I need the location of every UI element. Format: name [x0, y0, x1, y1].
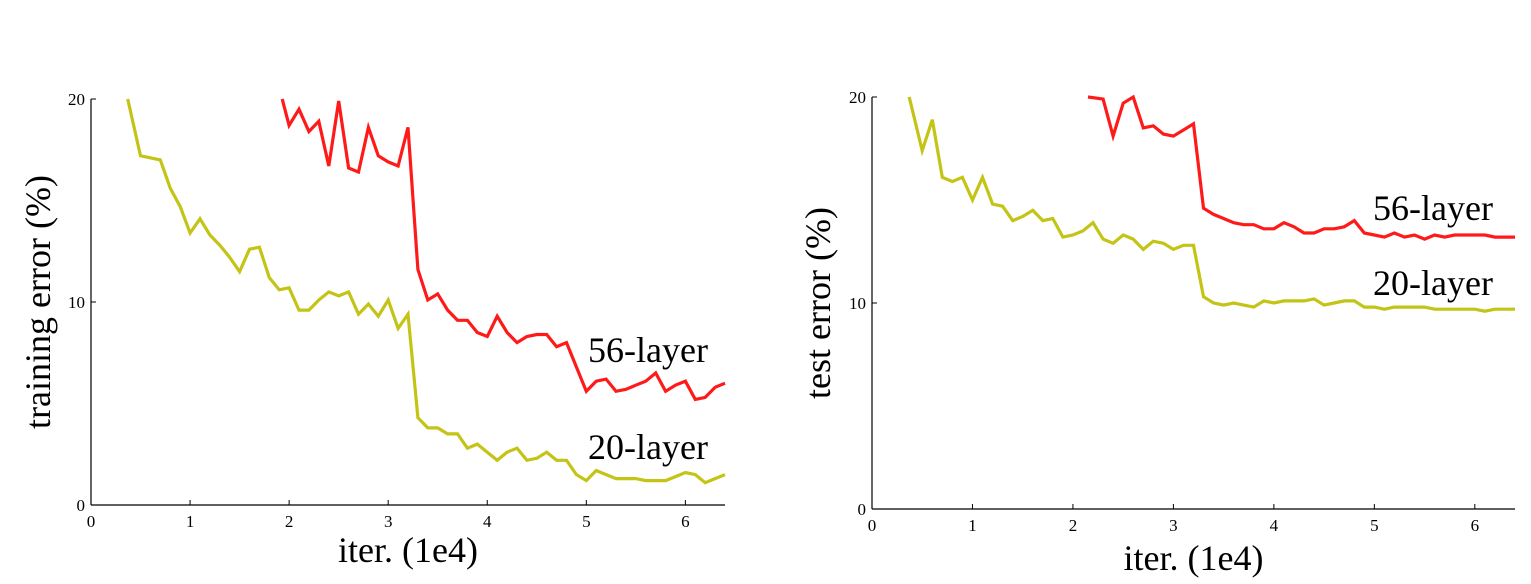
x-tick-label: 0 [868, 516, 877, 535]
x-tick-label: 0 [87, 512, 96, 531]
y-tick-label: 10 [849, 294, 866, 313]
series-line-20-layer [126, 98, 726, 485]
chart-panel-1: 0 1 2 3 4 5 6 0 10 20 iter. (1e4) training error (%… [18, 90, 726, 570]
series-line-56-layer [280, 98, 726, 402]
chart-panel-2: 0 1 2 3 4 5 6 0 10 20 iter. (1e4) test error (%) 56-… [798, 88, 1515, 578]
series-label-56-layer: 56-layer [588, 330, 708, 370]
x-tick-label: 6 [681, 512, 690, 531]
x-tick-label: 4 [1270, 516, 1279, 535]
x-tick-label: 1 [968, 516, 977, 535]
x-tick-label: 3 [384, 512, 393, 531]
x-tick-label: 5 [1370, 516, 1379, 535]
x-tick-label: 5 [582, 512, 591, 531]
series-line-20-layer [907, 96, 1515, 313]
series-label-20-layer: 20-layer [588, 427, 708, 467]
x-tick-label: 6 [1471, 516, 1480, 535]
x-tick-label: 2 [285, 512, 294, 531]
x-axis-label: iter. (1e4) [338, 530, 478, 570]
y-tick-label: 0 [77, 496, 86, 515]
x-tick-label: 4 [483, 512, 492, 531]
y-tick-label: 10 [68, 293, 85, 312]
y-tick-label: 0 [858, 500, 867, 519]
x-tick-label: 3 [1169, 516, 1178, 535]
y-tick-label: 20 [849, 88, 866, 107]
y-axis-label: test error (%) [798, 207, 838, 399]
x-tick-label: 1 [186, 512, 195, 531]
x-axis-label: iter. (1e4) [1124, 538, 1264, 578]
series-label-56-layer: 56-layer [1373, 188, 1493, 228]
y-axis-label: training error (%) [18, 175, 58, 429]
series-label-20-layer: 20-layer [1373, 263, 1493, 303]
x-tick-label: 2 [1069, 516, 1078, 535]
y-tick-label: 20 [68, 90, 85, 109]
series-line-56-layer [1087, 94, 1515, 241]
